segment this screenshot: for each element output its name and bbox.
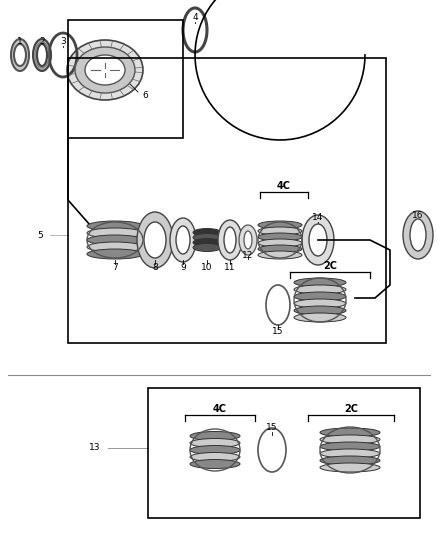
Ellipse shape (320, 435, 380, 444)
Ellipse shape (258, 233, 302, 241)
Ellipse shape (87, 221, 143, 231)
Ellipse shape (244, 231, 252, 249)
Ellipse shape (85, 55, 125, 85)
Ellipse shape (239, 225, 257, 255)
Ellipse shape (193, 238, 221, 246)
Ellipse shape (144, 222, 166, 258)
Ellipse shape (320, 428, 380, 437)
Ellipse shape (176, 226, 190, 254)
Ellipse shape (294, 299, 346, 308)
Ellipse shape (190, 453, 240, 462)
Ellipse shape (258, 227, 302, 235)
Text: 16: 16 (412, 211, 424, 220)
Text: 15: 15 (266, 424, 278, 432)
Text: 4C: 4C (277, 181, 291, 191)
Ellipse shape (190, 432, 240, 440)
Ellipse shape (137, 212, 173, 268)
Ellipse shape (190, 439, 240, 448)
Ellipse shape (258, 245, 302, 253)
Ellipse shape (218, 220, 242, 260)
Text: 8: 8 (152, 263, 158, 272)
Ellipse shape (258, 221, 302, 229)
Text: 6: 6 (142, 91, 148, 100)
Ellipse shape (309, 224, 327, 256)
Ellipse shape (258, 239, 302, 247)
Text: 2: 2 (39, 37, 45, 46)
Ellipse shape (87, 235, 143, 245)
Ellipse shape (193, 229, 221, 237)
Text: 10: 10 (201, 263, 213, 272)
Ellipse shape (37, 44, 47, 66)
Ellipse shape (302, 215, 334, 265)
Text: 7: 7 (112, 263, 118, 272)
Ellipse shape (294, 285, 346, 294)
Text: 12: 12 (242, 251, 254, 260)
Text: 2C: 2C (323, 261, 337, 271)
Ellipse shape (294, 292, 346, 301)
Ellipse shape (403, 211, 433, 259)
Ellipse shape (294, 306, 346, 315)
Ellipse shape (320, 449, 380, 458)
Ellipse shape (258, 428, 286, 472)
Ellipse shape (190, 459, 240, 469)
Text: 3: 3 (60, 37, 66, 46)
Bar (68, 58, 386, 343)
Text: 5: 5 (37, 230, 43, 239)
Ellipse shape (193, 244, 221, 252)
Text: 9: 9 (180, 263, 186, 272)
Ellipse shape (294, 278, 346, 287)
Ellipse shape (170, 218, 196, 262)
Bar (68, 20, 183, 138)
Text: 4C: 4C (213, 404, 227, 414)
Ellipse shape (190, 446, 240, 455)
Ellipse shape (75, 47, 135, 93)
Ellipse shape (67, 40, 143, 100)
Ellipse shape (410, 219, 426, 251)
Text: 1: 1 (17, 37, 23, 46)
Ellipse shape (294, 313, 346, 322)
Text: 11: 11 (224, 263, 236, 272)
Text: 13: 13 (89, 443, 101, 453)
Ellipse shape (224, 227, 236, 253)
Ellipse shape (320, 442, 380, 451)
Ellipse shape (266, 285, 290, 325)
Bar (148, 388, 420, 518)
Ellipse shape (87, 249, 143, 259)
Ellipse shape (320, 456, 380, 465)
Ellipse shape (193, 233, 221, 241)
Ellipse shape (258, 251, 302, 259)
Text: 2C: 2C (344, 404, 358, 414)
Ellipse shape (33, 39, 51, 71)
Ellipse shape (87, 242, 143, 252)
Text: 4: 4 (192, 13, 198, 22)
Ellipse shape (87, 228, 143, 238)
Ellipse shape (14, 44, 26, 66)
Ellipse shape (11, 39, 29, 71)
Ellipse shape (320, 463, 380, 472)
Text: 14: 14 (312, 214, 324, 222)
Text: 15: 15 (272, 327, 284, 336)
